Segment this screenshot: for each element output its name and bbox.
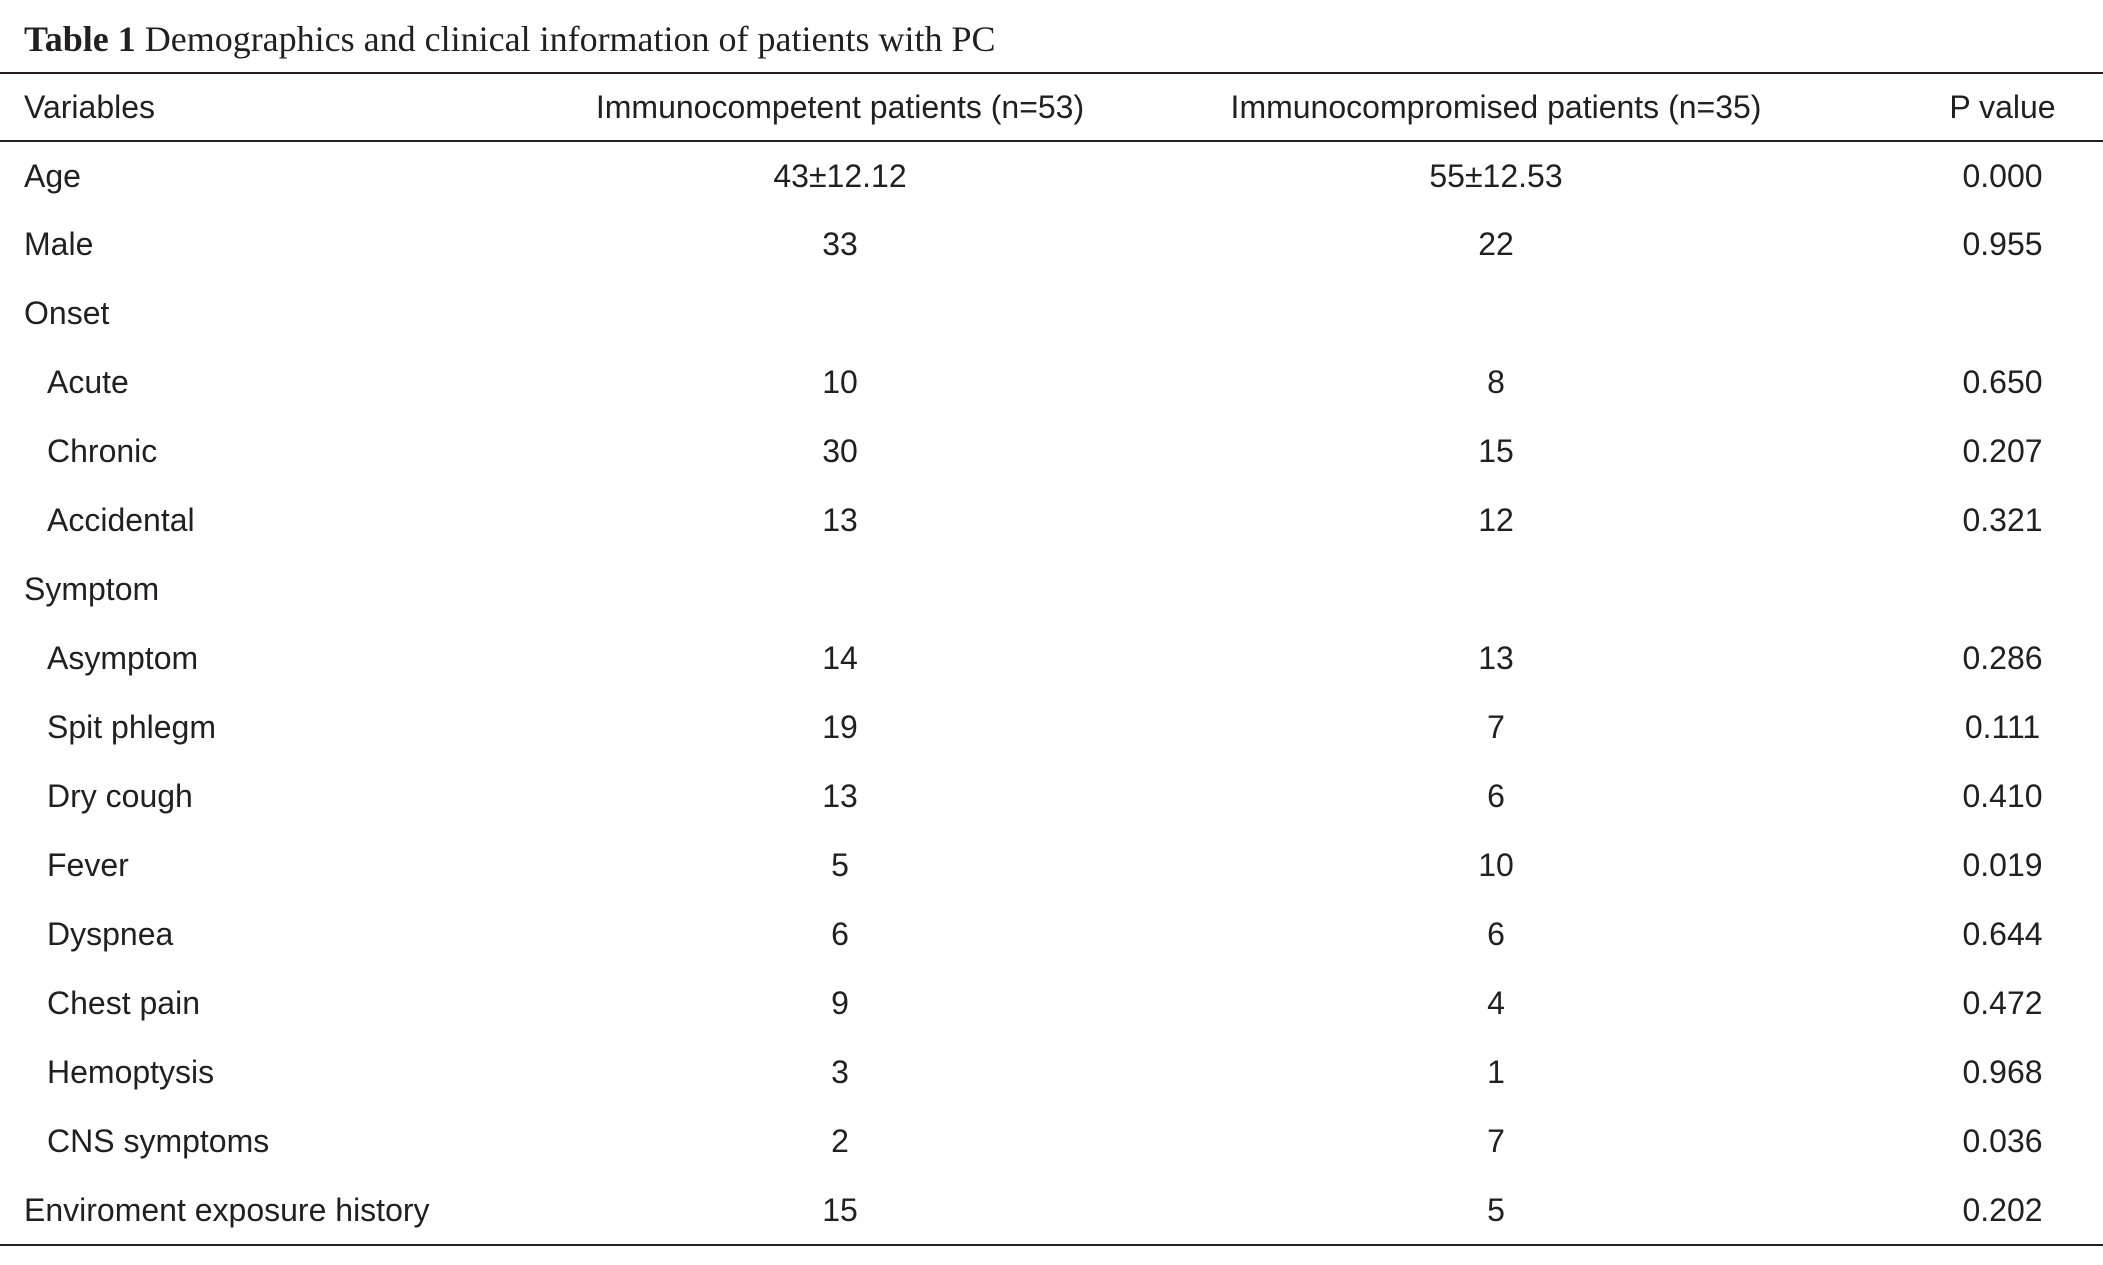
table-row: Symptom — [0, 555, 2103, 624]
variable-cell: Enviroment exposure history — [24, 1191, 430, 1228]
header-row: Variables Immunocompetent patients (n=53… — [0, 73, 2103, 141]
p-value-cell: 0.650 — [1962, 364, 2043, 400]
immunocompromised-cell: 7 — [1487, 1123, 1505, 1159]
p-value-cell: 0.019 — [1962, 847, 2043, 883]
p-value-cell: 0.036 — [1962, 1123, 2043, 1159]
immunocompromised-cell: 10 — [1478, 847, 1514, 883]
immunocompetent-cell: 15 — [822, 1191, 858, 1228]
variable-cell: Chronic — [47, 433, 158, 469]
p-value-cell: 0.321 — [1962, 502, 2043, 538]
p-value-cell: 0.207 — [1962, 433, 2043, 469]
immunocompetent-cell: 13 — [822, 502, 858, 538]
table-caption-label: Table 1 — [24, 19, 136, 59]
table-caption-text: Demographics and clinical information of… — [144, 19, 996, 59]
immunocompetent-cell: 9 — [831, 985, 849, 1021]
immunocompromised-cell: 22 — [1478, 226, 1514, 262]
immunocompromised-cell: 13 — [1478, 640, 1514, 676]
immunocompromised-cell: 5 — [1487, 1191, 1505, 1228]
header-immunocompromised: Immunocompromised patients (n=35) — [1230, 88, 1762, 125]
p-value-cell: 0.000 — [1962, 157, 2043, 194]
immunocompromised-cell: 15 — [1478, 433, 1514, 469]
immunocompetent-cell: 10 — [822, 364, 858, 400]
header-variables: Variables — [24, 88, 156, 125]
immunocompromised-cell: 6 — [1487, 916, 1505, 952]
p-value-cell: 0.286 — [1962, 640, 2043, 676]
variable-cell: Asymptom — [47, 640, 199, 676]
table-row: Onset — [0, 279, 2103, 348]
immunocompromised-cell: 6 — [1487, 778, 1505, 814]
table-row: Dyspnea 6 6 0.644 — [0, 900, 2103, 969]
immunocompetent-cell: 33 — [822, 226, 858, 262]
table-row: Hemoptysis 3 1 0.968 — [0, 1038, 2103, 1107]
immunocompetent-cell: 6 — [831, 916, 849, 952]
table-row: Fever 5 10 0.019 — [0, 831, 2103, 900]
variable-cell: Spit phlegm — [47, 709, 216, 745]
immunocompromised-cell — [1090, 555, 1902, 624]
table-body: Age 43±12.12 55±12.53 0.000 Male 33 22 0.955 Ons… — [0, 141, 2103, 1245]
table-row: Asymptom 14 13 0.286 — [0, 624, 2103, 693]
table-row: Accidental 13 12 0.321 — [0, 486, 2103, 555]
immunocompetent-cell: 2 — [831, 1123, 849, 1159]
header-p-value: P value — [1949, 88, 2056, 125]
immunocompromised-cell: 12 — [1478, 502, 1514, 538]
table-row: Acute 10 8 0.650 — [0, 348, 2103, 417]
table-row: Age 43±12.12 55±12.53 0.000 — [0, 141, 2103, 210]
variable-cell: Acute — [47, 364, 129, 400]
immunocompetent-cell — [590, 555, 1090, 624]
p-value-cell: 0.644 — [1962, 916, 2043, 952]
p-value-cell — [1902, 555, 2103, 624]
table-row: Dry cough 13 6 0.410 — [0, 762, 2103, 831]
demographics-table: Variables Immunocompetent patients (n=53… — [0, 72, 2103, 1246]
variable-cell: Chest pain — [47, 985, 200, 1021]
immunocompromised-cell: 55±12.53 — [1429, 157, 1563, 194]
table-row: Chest pain 9 4 0.472 — [0, 969, 2103, 1038]
immunocompetent-cell: 5 — [831, 847, 849, 883]
p-value-cell: 0.472 — [1962, 985, 2043, 1021]
p-value-cell: 0.410 — [1962, 778, 2043, 814]
variable-cell: Symptom — [24, 571, 160, 607]
p-value-cell: 0.202 — [1962, 1191, 2043, 1228]
immunocompromised-cell: 1 — [1487, 1054, 1505, 1090]
p-value-cell: 0.968 — [1962, 1054, 2043, 1090]
immunocompetent-cell: 30 — [822, 433, 858, 469]
table-row: Enviroment exposure history 15 5 0.202 — [0, 1176, 2103, 1245]
table-row: CNS symptoms 2 7 0.036 — [0, 1107, 2103, 1176]
variable-cell: CNS symptoms — [47, 1123, 270, 1159]
immunocompetent-cell — [590, 279, 1090, 348]
table-caption: Table 1 Demographics and clinical inform… — [24, 14, 996, 64]
immunocompromised-cell: 4 — [1487, 985, 1505, 1021]
p-value-cell: 0.111 — [1964, 709, 2041, 745]
variable-cell: Dyspnea — [47, 916, 174, 952]
immunocompetent-cell: 13 — [822, 778, 858, 814]
variable-cell: Age — [24, 157, 81, 194]
p-value-cell — [1902, 279, 2103, 348]
variable-cell: Male — [24, 226, 94, 262]
table-header: Variables Immunocompetent patients (n=53… — [0, 73, 2103, 141]
variable-cell: Onset — [24, 295, 110, 331]
immunocompromised-cell: 8 — [1487, 364, 1505, 400]
immunocompetent-cell: 43±12.12 — [773, 157, 907, 194]
immunocompetent-cell: 3 — [831, 1054, 849, 1090]
immunocompetent-cell: 14 — [822, 640, 858, 676]
immunocompetent-cell: 19 — [822, 709, 858, 745]
immunocompromised-cell — [1090, 279, 1902, 348]
table-row: Chronic 30 15 0.207 — [0, 417, 2103, 486]
table-row: Spit phlegm 19 7 0.111 — [0, 693, 2103, 762]
immunocompromised-cell: 7 — [1487, 709, 1505, 745]
variable-cell: Fever — [47, 847, 129, 883]
variable-cell: Accidental — [47, 502, 195, 538]
header-immunocompetent: Immunocompetent patients (n=53) — [595, 88, 1085, 125]
p-value-cell: 0.955 — [1962, 226, 2043, 262]
variable-cell: Hemoptysis — [47, 1054, 215, 1090]
table-row: Male 33 22 0.955 — [0, 210, 2103, 279]
variable-cell: Dry cough — [47, 778, 193, 814]
